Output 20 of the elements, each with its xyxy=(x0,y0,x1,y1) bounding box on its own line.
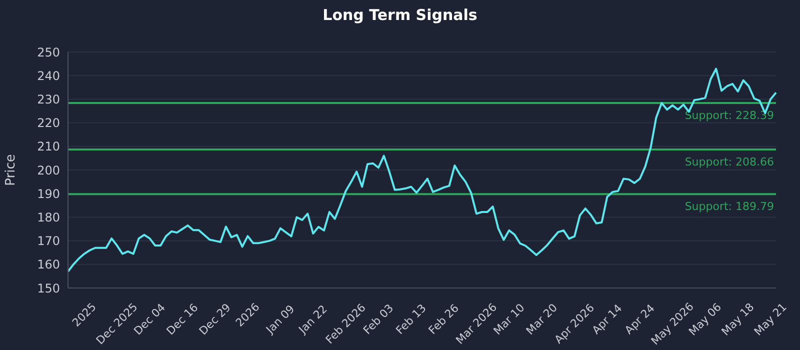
chart-title: Long Term Signals xyxy=(322,6,478,24)
y-tick-label: 150 xyxy=(37,281,60,296)
y-tick-label: 180 xyxy=(37,210,60,224)
y-tick-label: 190 xyxy=(37,186,60,201)
ref-line-label: Support: 228.39 xyxy=(684,109,774,122)
ref-line-label: Support: 208.66 xyxy=(684,156,774,169)
y-tick-label: 200 xyxy=(37,163,60,178)
y-tick-label: 230 xyxy=(37,92,60,106)
x-tick-label: Jan 09 xyxy=(262,302,298,337)
x-tick-label: Dec 29 xyxy=(196,301,234,338)
y-tick-label: 220 xyxy=(37,116,60,130)
line-series xyxy=(67,68,777,272)
x-tick-label: Feb 13 xyxy=(393,302,429,338)
y-tick-label: 170 xyxy=(37,234,60,248)
y-tick-label: 160 xyxy=(37,258,60,272)
ref-line-label: Support: 189.79 xyxy=(684,200,774,214)
y-tick-label: 210 xyxy=(37,140,60,154)
y-tick-label: 250 xyxy=(37,45,60,60)
y-tick-label: 240 xyxy=(37,68,60,83)
y-axis-title: Price xyxy=(4,154,19,186)
